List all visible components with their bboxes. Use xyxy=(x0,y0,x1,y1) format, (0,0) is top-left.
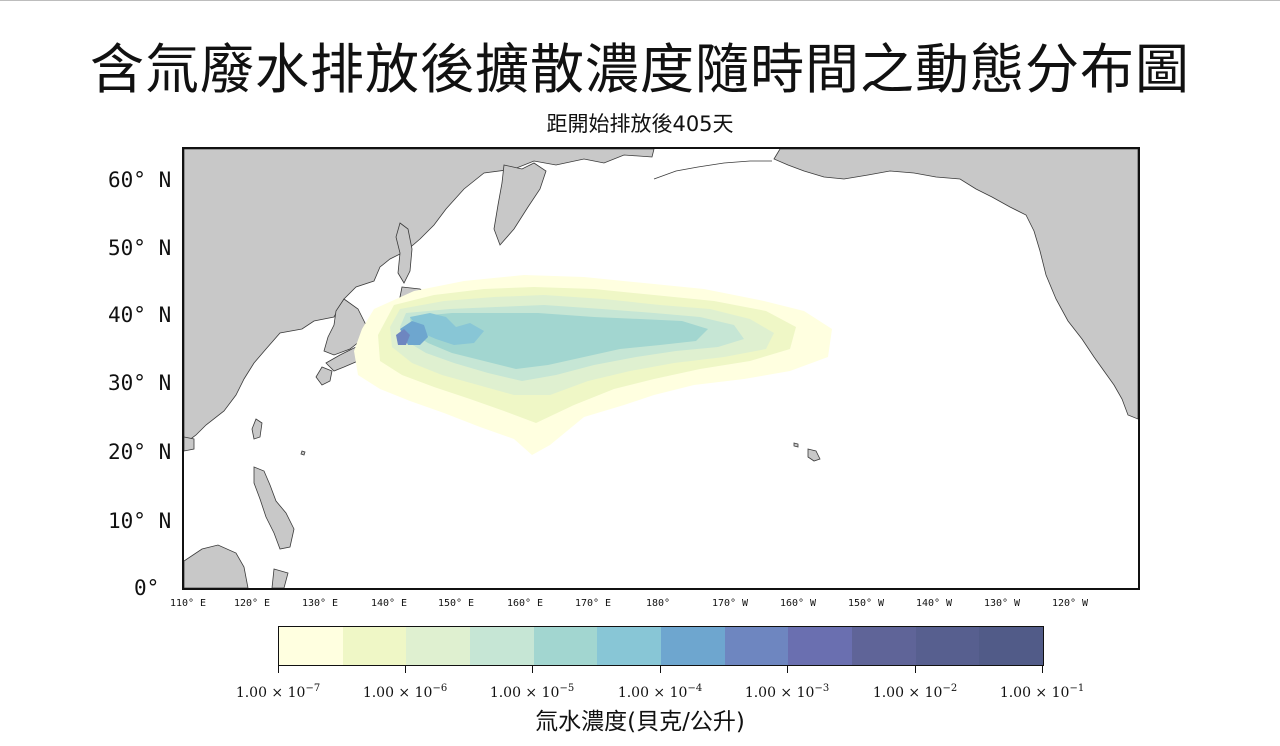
colorbar-segment xyxy=(661,627,725,665)
land-north-america xyxy=(773,149,1138,420)
land-philippines xyxy=(253,466,295,550)
lon-label-120w: 120° W xyxy=(1051,598,1089,609)
colorbar-label-1e-1: 1.00 × 10−1 xyxy=(999,683,1085,701)
lon-label-160e: 160° E xyxy=(506,598,544,609)
land-hainan xyxy=(184,436,195,452)
colorbar-tick xyxy=(787,666,788,673)
land-korea xyxy=(323,298,367,356)
colorbar-segment xyxy=(597,627,662,665)
colorbar-label-1e-7: 1.00 × 10−7 xyxy=(235,683,321,701)
lat-label-60n: 60° N xyxy=(108,168,172,192)
land-taiwan xyxy=(251,418,263,440)
lat-label-20n: 20° N xyxy=(108,440,172,464)
lat-label-0: 0° xyxy=(134,576,160,600)
lat-label-40n: 40° N xyxy=(108,303,172,327)
land-borneo xyxy=(184,544,249,588)
land-asia xyxy=(184,149,655,442)
colorbar xyxy=(278,626,1044,666)
colorbar-tick xyxy=(278,666,279,673)
lat-label-30n: 30° N xyxy=(108,371,172,395)
colorbar-label-1e-6: 1.00 × 10−6 xyxy=(362,683,448,701)
map-canvas xyxy=(184,149,1138,588)
lon-label-170e: 170° E xyxy=(574,598,612,609)
lon-label-150w: 150° W xyxy=(847,598,885,609)
page-subtitle: 距開始排放後405天 xyxy=(546,112,734,136)
land-marianas xyxy=(300,450,306,456)
lon-label-130e: 130° E xyxy=(301,598,339,609)
lon-label-140w: 140° W xyxy=(915,598,953,609)
plume-level-5 xyxy=(410,313,708,369)
lat-label-10n: 10° N xyxy=(108,509,172,533)
land-hawaii xyxy=(807,448,821,462)
colorbar-tick xyxy=(1042,666,1043,673)
land-aleutians xyxy=(653,160,772,180)
colorbar-tick xyxy=(915,666,916,673)
concentration-plume xyxy=(354,275,832,455)
colorbar-label-1e-2: 1.00 × 10−2 xyxy=(872,683,958,701)
top-border xyxy=(0,0,1280,1)
colorbar-segment xyxy=(279,627,343,665)
colorbar-label-1e-4: 1.00 × 10−4 xyxy=(617,683,703,701)
colorbar-segment xyxy=(788,627,853,665)
plume-level-6 xyxy=(410,313,484,345)
land-sakhalin xyxy=(395,222,413,284)
colorbar-label-1e-3: 1.00 × 10−3 xyxy=(744,683,830,701)
colorbar-segment xyxy=(470,627,534,665)
lon-label-180: 180° xyxy=(645,598,671,609)
lon-label-140e: 140° E xyxy=(370,598,408,609)
colorbar-segment xyxy=(852,627,916,665)
lat-label-50n: 50° N xyxy=(108,236,172,260)
lon-label-110e: 110° E xyxy=(169,598,207,609)
colorbar-title: 氚水濃度(貝克/公升) xyxy=(535,709,745,735)
colorbar-segment xyxy=(533,627,598,665)
lon-label-160w: 160° W xyxy=(779,598,817,609)
land-hawaii-2 xyxy=(793,442,799,448)
colorbar-tick xyxy=(660,666,661,673)
plume-level-8 xyxy=(396,329,410,345)
colorbar-segment xyxy=(724,627,789,665)
colorbar-segment xyxy=(979,627,1044,665)
lon-label-150e: 150° E xyxy=(437,598,475,609)
land-kyushu xyxy=(315,366,333,386)
page-title: 含氚廢水排放後擴散濃度隨時間之動態分布圖 xyxy=(90,38,1190,101)
colorbar-tick xyxy=(405,666,406,673)
lon-label-130w: 130° W xyxy=(983,598,1021,609)
lon-label-120e: 120° E xyxy=(233,598,271,609)
land-kamchatka xyxy=(493,162,547,246)
land-sulawesi xyxy=(271,568,289,588)
colorbar-segment xyxy=(915,627,980,665)
colorbar-tick xyxy=(532,666,533,673)
lon-label-170w: 170° W xyxy=(711,598,749,609)
colorbar-segment xyxy=(406,627,471,665)
colorbar-segment xyxy=(342,627,407,665)
colorbar-label-1e-5: 1.00 × 10−5 xyxy=(489,683,575,701)
ocean-map xyxy=(182,147,1140,590)
